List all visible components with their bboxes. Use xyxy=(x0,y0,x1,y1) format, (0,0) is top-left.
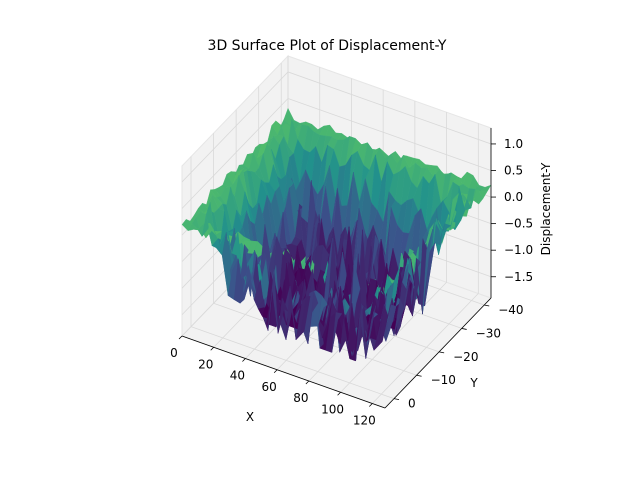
chart-title: 3D Surface Plot of Displacement-Y xyxy=(208,38,447,54)
y-tick-label: −20 xyxy=(453,350,478,364)
y-ticks: 0 −10 −20 −30 −40 xyxy=(393,303,524,411)
z-tick-label: 1.0 xyxy=(504,137,523,151)
y-tick-mark xyxy=(484,304,490,307)
y-tick-label: −30 xyxy=(476,326,501,340)
x-tick-mark xyxy=(337,391,341,396)
x-tick-mark xyxy=(242,358,246,362)
x-tick-label: 60 xyxy=(262,380,277,394)
grid-y-floor xyxy=(213,302,417,376)
surface-patch xyxy=(285,285,297,340)
x-axis-line xyxy=(181,335,386,409)
surface-patch xyxy=(355,303,366,361)
x-tick-mark xyxy=(178,335,183,340)
surface-patch xyxy=(385,304,397,342)
grid-z-left xyxy=(181,71,289,183)
grid-x-floor xyxy=(372,293,479,404)
surface-patch xyxy=(283,173,294,204)
y-tick-label: 0 xyxy=(408,397,416,411)
z-tick-label: 0.5 xyxy=(504,164,523,178)
x-tick-label: 20 xyxy=(198,357,213,371)
z-axis-label: Displacement-Y xyxy=(539,162,553,255)
surface-patch xyxy=(424,242,435,306)
surface-patch xyxy=(239,236,251,245)
surface-patch xyxy=(416,208,428,296)
z-tick-label: 0.0 xyxy=(504,190,523,204)
surface-patch xyxy=(365,305,377,359)
surface-patch xyxy=(334,227,346,275)
surface-patch xyxy=(393,298,405,336)
y-tick-mark xyxy=(439,351,445,354)
x-tick-mark xyxy=(305,380,310,385)
surface-patch xyxy=(362,225,374,276)
y-tick-mark xyxy=(393,398,400,401)
surface-patch xyxy=(374,238,386,275)
surface-patch xyxy=(412,258,423,317)
surface-patch xyxy=(250,249,261,297)
surface-patch xyxy=(276,297,287,328)
x-tick-label: 100 xyxy=(321,402,344,416)
y-axis-label: Y xyxy=(469,376,478,390)
surface-patch xyxy=(422,229,433,315)
surface-patch xyxy=(307,291,319,344)
z-tick-label: −1.0 xyxy=(504,243,533,257)
surface-patch xyxy=(206,189,217,205)
surface-patch xyxy=(187,223,199,231)
y-tick-label: −10 xyxy=(431,373,456,387)
surface-patch xyxy=(454,185,466,230)
surface-patch xyxy=(308,214,320,277)
surface-patch xyxy=(341,155,352,206)
x-ticks: 0 20 40 60 80 100 120 xyxy=(170,335,376,428)
surface-patch xyxy=(373,304,385,351)
surface-patch xyxy=(409,157,420,168)
y-tick-mark xyxy=(416,374,422,377)
z-tick-label: −0.5 xyxy=(504,217,533,231)
surface-patch xyxy=(438,230,449,255)
grid-x-floor xyxy=(340,281,447,393)
grid-y-floor xyxy=(190,326,395,400)
z-ticks: 1.0 0.5 0.0 −0.5 −1.0 −1.5 xyxy=(491,137,533,284)
x-tick-label: 40 xyxy=(230,369,245,383)
y-tick-label: −40 xyxy=(498,303,523,317)
surface-patch xyxy=(349,172,360,241)
y-axis-line xyxy=(384,297,492,409)
surface-patch xyxy=(189,211,201,222)
surface-patch xyxy=(205,222,217,239)
axis-lines xyxy=(181,128,492,409)
x-axis-label: X xyxy=(246,410,254,424)
grid-z-back xyxy=(287,98,492,171)
surface-patch xyxy=(448,192,460,232)
x-tick-label: 120 xyxy=(353,414,376,428)
surface-patch xyxy=(424,174,436,233)
surface-patch xyxy=(294,279,305,317)
surface-patch xyxy=(331,312,343,353)
surface-patch xyxy=(440,223,452,246)
surface-patch xyxy=(295,121,307,130)
grid-z-left xyxy=(181,98,289,209)
surface-patch xyxy=(279,119,291,129)
z-tick-label: −1.5 xyxy=(504,270,533,284)
surface-patch xyxy=(384,191,396,256)
surface-patch xyxy=(281,173,293,180)
x-tick-label: 0 xyxy=(170,346,178,360)
surface-patch xyxy=(239,279,251,304)
surface-patch xyxy=(295,296,307,341)
x-tick-mark xyxy=(369,403,373,407)
y-tick-mark xyxy=(461,328,467,330)
x-tick-label: 80 xyxy=(293,391,308,405)
x-tick-mark xyxy=(210,346,215,351)
x-tick-mark xyxy=(273,369,278,374)
surface-patch xyxy=(305,180,316,264)
surface-mesh xyxy=(181,107,492,362)
surface-patch xyxy=(256,142,268,159)
grid-z-back xyxy=(287,71,492,145)
